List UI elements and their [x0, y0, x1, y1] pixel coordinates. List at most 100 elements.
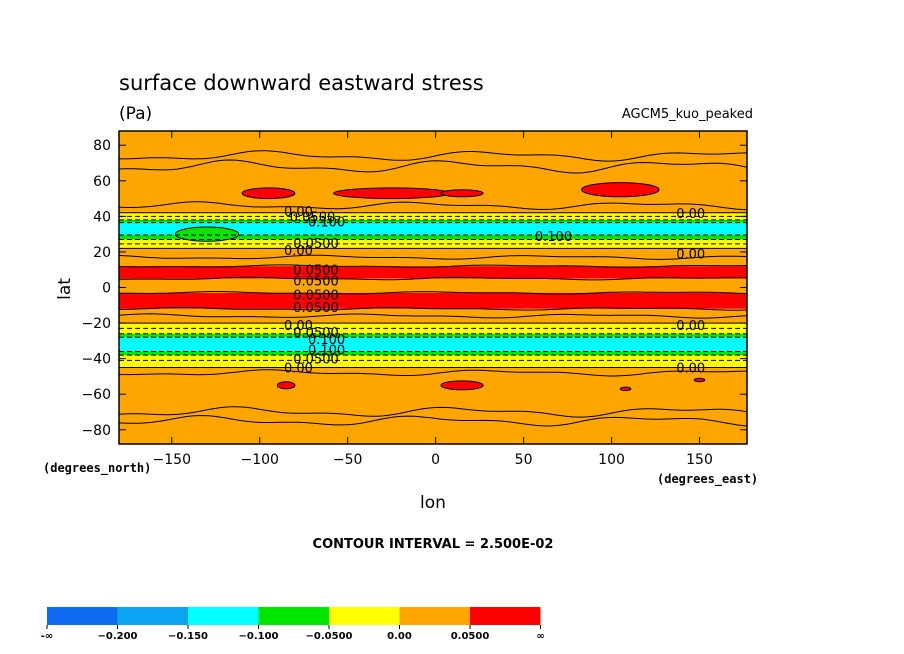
- contour-line-15: [119, 307, 747, 311]
- colorbar-swatch-3: [258, 607, 329, 625]
- color-band-15: [119, 355, 747, 368]
- colorbar-label-1: −0.200: [97, 631, 137, 642]
- colorbar-label-5: 0.00: [387, 631, 412, 642]
- y-tick-label-3: 20: [93, 245, 111, 261]
- y-tick-label-5: −20: [81, 316, 111, 332]
- colorbar-swatch-4: [329, 607, 400, 625]
- contour-line-1: [119, 159, 747, 174]
- contour-label-13: 0.100: [308, 344, 345, 359]
- contour-line-11: [119, 254, 747, 260]
- contour-label-7: 0.0500: [293, 274, 339, 289]
- contour-lines: [119, 150, 747, 427]
- contour-label-18: 0.00: [676, 319, 705, 334]
- colorbar-swatch-0: [47, 607, 118, 625]
- contour-line-12: [119, 264, 747, 268]
- y-tick-label-4: 0: [102, 281, 111, 297]
- colorbar-label-4: −0.0500: [306, 631, 353, 642]
- contour-label-14: 0.0500: [293, 353, 339, 368]
- colorbar-swatch-2: [188, 607, 259, 625]
- contour-line-2: [119, 201, 747, 211]
- x-units-label: (degrees_east): [657, 472, 758, 487]
- y-tick-label-1: 60: [93, 174, 111, 190]
- contour-line-27: [119, 415, 747, 427]
- color-patch-8: [693, 377, 706, 383]
- y-tick-label-0: 80: [93, 138, 111, 154]
- color-band-2: [119, 219, 747, 223]
- colorbar: -∞ −0.200 −0.150 −0.100 −0.0500 0.00 0.0500 ∞: [41, 607, 545, 642]
- y-tick-label-6: −40: [81, 352, 111, 368]
- x-tick-label-6: 150: [686, 452, 713, 468]
- contour-label-6: 0.0500: [293, 264, 339, 279]
- contour-line-16: [119, 313, 747, 319]
- color-band-4: [119, 235, 747, 240]
- color-band-14: [119, 351, 747, 356]
- run-label: AGCM5_kuo_peaked: [622, 107, 753, 122]
- color-patch-0: [241, 187, 296, 200]
- contour-line-0: [119, 150, 747, 162]
- color-bands: [119, 131, 747, 444]
- color-patches: [174, 182, 706, 392]
- y-tick-label-8: −80: [81, 423, 111, 439]
- color-band-13: [119, 337, 747, 352]
- x-tick-label-0: −150: [153, 452, 191, 468]
- contour-label-2: 0.100: [308, 216, 345, 231]
- colorbar-label-6: 0.0500: [451, 631, 490, 642]
- color-patch-2: [440, 189, 484, 198]
- color-patch-1: [333, 187, 451, 200]
- color-patch-4: [174, 226, 240, 242]
- color-band-6: [119, 248, 747, 267]
- colorbar-swatch-6: [470, 607, 541, 625]
- chart-title: surface downward eastward stress: [119, 71, 484, 95]
- contour-label-5: 0.00: [284, 244, 313, 259]
- y-tick-label-7: −60: [81, 387, 111, 403]
- contour-label-17: 0.00: [676, 248, 705, 263]
- y-axis-ticks: 80 60 40 20 0 −20 −40 −60 −80: [81, 138, 747, 439]
- contour-label-0: 0.00: [284, 205, 313, 220]
- contour-line-25: [119, 369, 747, 377]
- contour-label-9: 0.0500: [293, 301, 339, 316]
- chart-units: (Pa): [119, 104, 152, 124]
- contour-label-16: 0.00: [676, 207, 705, 222]
- colorbar-swatch-5: [399, 607, 470, 625]
- x-axis-ticks: −150 −100 −50 0 50 100 150: [153, 131, 713, 468]
- plot-area: 0.000.05000.1000.1000.05000.000.05000.05…: [119, 131, 747, 444]
- color-patch-6: [440, 380, 484, 391]
- contour-label-1: 0.0500: [290, 210, 336, 225]
- color-band-16: [119, 367, 747, 444]
- x-tick-label-3: 0: [431, 452, 440, 468]
- colorbar-label-2: −0.150: [168, 631, 208, 642]
- color-band-9: [119, 292, 747, 309]
- colorbar-label-7: ∞: [536, 631, 544, 642]
- x-tick-label-1: −100: [241, 452, 279, 468]
- color-patch-3: [581, 182, 660, 198]
- x-tick-label-4: 50: [515, 452, 533, 468]
- y-axis-label: lat: [55, 278, 75, 300]
- colorbar-label-3: −0.100: [238, 631, 278, 642]
- x-axis-label: lon: [420, 493, 446, 513]
- colorbar-swatch-1: [117, 607, 188, 625]
- contour-line-13: [119, 276, 747, 281]
- contour-label-8: 0.0500: [293, 289, 339, 304]
- contour-line-14: [119, 291, 747, 295]
- color-patch-7: [619, 386, 632, 392]
- color-patch-5: [276, 381, 296, 390]
- color-band-3: [119, 222, 747, 236]
- x-tick-label-2: −50: [333, 452, 363, 468]
- color-band-0: [119, 131, 747, 213]
- y-units-label: (degrees_north): [43, 461, 151, 476]
- y-tick-label-2: 40: [93, 209, 111, 225]
- contour-label-15: 0.00: [284, 362, 313, 377]
- contour-label-10: 0.00: [284, 319, 313, 334]
- contour-label-4: 0.0500: [293, 237, 339, 252]
- contour-label-3: 0.100: [535, 230, 572, 245]
- contour-labels: 0.000.05000.1000.1000.05000.000.05000.05…: [284, 205, 705, 377]
- contour-label-19: 0.00: [676, 362, 705, 377]
- x-tick-label-5: 100: [598, 452, 625, 468]
- color-band-8: [119, 278, 747, 293]
- color-band-12: [119, 333, 747, 338]
- contour-label-12: 0.100: [308, 333, 345, 348]
- contour-line-26: [119, 406, 747, 418]
- contour-label-11: 0.0500: [293, 326, 339, 341]
- colorbar-label-0: -∞: [41, 631, 53, 642]
